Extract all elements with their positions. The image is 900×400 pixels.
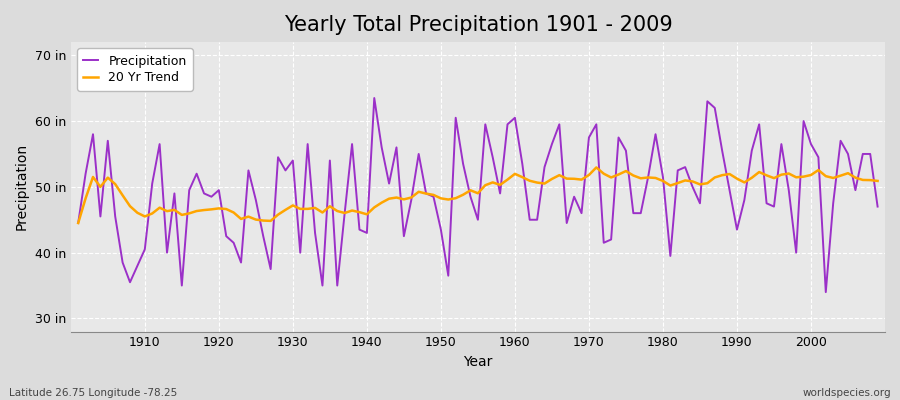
Legend: Precipitation, 20 Yr Trend: Precipitation, 20 Yr Trend bbox=[77, 48, 193, 91]
20 Yr Trend bbox=[502, 177, 513, 182]
Precipitation bbox=[295, 250, 306, 255]
Precipitation bbox=[821, 290, 832, 294]
Precipitation bbox=[339, 211, 350, 216]
Text: Latitude 26.75 Longitude -78.25: Latitude 26.75 Longitude -78.25 bbox=[9, 388, 177, 398]
20 Yr Trend bbox=[591, 165, 602, 170]
Precipitation bbox=[509, 115, 520, 120]
Precipitation bbox=[606, 237, 616, 242]
20 Yr Trend bbox=[73, 221, 84, 226]
Line: Precipitation: Precipitation bbox=[78, 98, 878, 292]
20 Yr Trend bbox=[606, 175, 616, 180]
Line: 20 Yr Trend: 20 Yr Trend bbox=[78, 168, 878, 223]
Precipitation bbox=[73, 221, 84, 226]
Y-axis label: Precipitation: Precipitation bbox=[15, 143, 29, 230]
20 Yr Trend bbox=[872, 178, 883, 183]
20 Yr Trend bbox=[509, 172, 520, 176]
Text: worldspecies.org: worldspecies.org bbox=[803, 388, 891, 398]
Precipitation bbox=[132, 263, 143, 268]
20 Yr Trend bbox=[295, 206, 306, 211]
Precipitation bbox=[517, 162, 527, 166]
Title: Yearly Total Precipitation 1901 - 2009: Yearly Total Precipitation 1901 - 2009 bbox=[284, 15, 672, 35]
20 Yr Trend bbox=[339, 210, 350, 215]
X-axis label: Year: Year bbox=[464, 355, 492, 369]
20 Yr Trend bbox=[132, 210, 143, 215]
Precipitation bbox=[369, 96, 380, 100]
Precipitation bbox=[872, 204, 883, 209]
